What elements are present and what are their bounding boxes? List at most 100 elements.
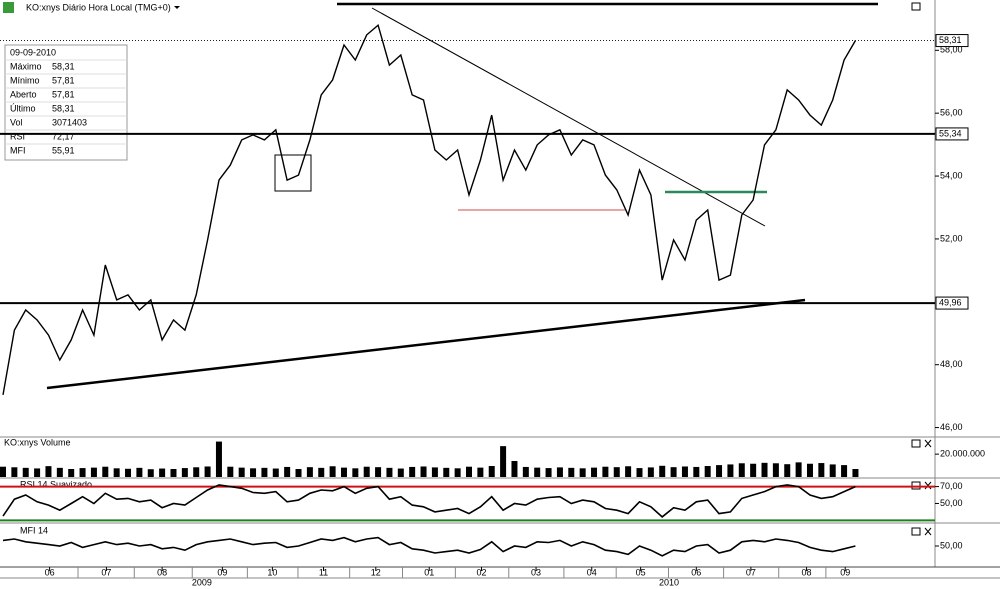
volume-bar: [488, 466, 495, 477]
y-tick-label: 50,00: [940, 540, 963, 550]
y-tick-label: 58,00: [940, 45, 963, 55]
volume-bar: [170, 469, 177, 477]
volume-bar: [352, 468, 359, 477]
volume-bar: [750, 463, 757, 477]
volume-bar: [659, 465, 666, 477]
y-tick-label: 54,00: [940, 170, 963, 180]
maximize[interactable]: [911, 2, 921, 11]
level-label: 55,34: [939, 128, 962, 138]
volume-bar: [284, 466, 291, 477]
volume-bar: [647, 467, 654, 477]
panel-title: KO:xnys Volume: [4, 437, 71, 447]
volume-bar: [193, 467, 200, 477]
info-label: Aberto: [10, 89, 37, 99]
volume-bar: [534, 467, 541, 477]
y-tick-label: 52,00: [940, 233, 963, 243]
x-tick-label: 02: [476, 567, 486, 577]
volume-bar: [261, 467, 268, 477]
volume-bar: [375, 467, 382, 477]
info-label: RSI: [10, 131, 25, 141]
x-tick-label: 07: [746, 567, 756, 577]
volume-bar: [386, 467, 393, 477]
info-value: 57,81: [52, 75, 75, 85]
volume-bar: [102, 466, 109, 477]
series-line: [2, 536, 856, 557]
info-value: 55,91: [52, 145, 75, 155]
volume-bar: [454, 468, 461, 477]
y-tick-label: 20.000.000: [940, 449, 985, 459]
volume-bar: [511, 461, 518, 477]
volume-bar: [272, 468, 279, 477]
volume-bar: [636, 468, 643, 477]
x-tick-label: 06: [691, 567, 701, 577]
volume-bar: [397, 468, 404, 477]
x-tick-label: 08: [802, 567, 812, 577]
volume-bar: [204, 466, 211, 477]
volume-bar: [613, 467, 620, 477]
volume-bar: [556, 467, 563, 477]
volume-bar: [795, 462, 802, 477]
panel-title: MFI 14: [20, 525, 48, 535]
dropdown[interactable]: [174, 6, 180, 9]
level-tag: [935, 296, 969, 310]
y-tick-label: 46,00: [940, 422, 963, 432]
volume-bar: [625, 466, 632, 477]
info-value: 58,31: [52, 103, 75, 113]
x-tick-label: 05: [636, 567, 646, 577]
volume-bar: [409, 466, 416, 477]
x-tick-label: 11: [319, 567, 328, 577]
info-date: 09-09-2010: [10, 47, 56, 57]
y-tick-label: 70,00: [940, 481, 963, 491]
volume-bar: [670, 467, 677, 477]
volume-bar: [681, 466, 688, 477]
x-tick-label: 10: [267, 567, 277, 577]
volume-bar: [0, 466, 6, 477]
volume-bar: [579, 468, 586, 477]
volume-bar: [522, 466, 529, 477]
volume-bar: [545, 468, 552, 477]
volume-bar: [431, 467, 438, 477]
volume-bar: [56, 467, 63, 477]
x-year-label: 2010: [659, 577, 679, 587]
y-tick-label: 48,00: [940, 359, 963, 369]
panel-title: KO:xnys Diário Hora Local (TMG+0): [26, 2, 171, 12]
volume-bar: [829, 464, 836, 477]
volume-bar: [716, 465, 723, 477]
volume-bar: [250, 468, 257, 477]
x-tick-label: 09: [840, 567, 850, 577]
volume-bar: [68, 469, 75, 477]
x-tick-label: 09: [217, 567, 227, 577]
panel-title: RSI 14 Suavizado: [20, 479, 92, 489]
volume-bar: [363, 466, 370, 477]
info-label: Mínimo: [10, 75, 40, 85]
volume-bar: [147, 469, 154, 477]
volume-bar: [136, 467, 143, 477]
volume-bar: [738, 463, 745, 477]
level-tag: [935, 34, 969, 48]
volume-bar: [227, 466, 234, 477]
info-label: Máximo: [10, 61, 42, 71]
info-label: MFI: [10, 145, 26, 155]
level-label: 58,31: [939, 35, 962, 45]
x-tick-label: 12: [371, 567, 381, 577]
volume-bar: [852, 469, 859, 477]
trend-line: [371, 7, 766, 227]
volume-bar: [45, 466, 52, 477]
volume-bar: [22, 467, 29, 477]
volume-bar: [704, 466, 711, 477]
volume-bar: [306, 467, 313, 477]
volume-bar: [477, 467, 484, 477]
volume-bar: [159, 468, 166, 477]
x-tick-label: 04: [587, 567, 597, 577]
app-icon: [3, 2, 14, 13]
series-line: [2, 484, 856, 518]
volume-bar: [841, 465, 848, 477]
x-tick-label: 03: [531, 567, 541, 577]
range-box: [274, 154, 312, 192]
volume-bar: [443, 467, 450, 477]
volume-bar: [761, 462, 768, 477]
panel-controls[interactable]: [911, 439, 932, 536]
volume-bar: [818, 463, 825, 477]
x-year-label: 2009: [192, 577, 212, 587]
